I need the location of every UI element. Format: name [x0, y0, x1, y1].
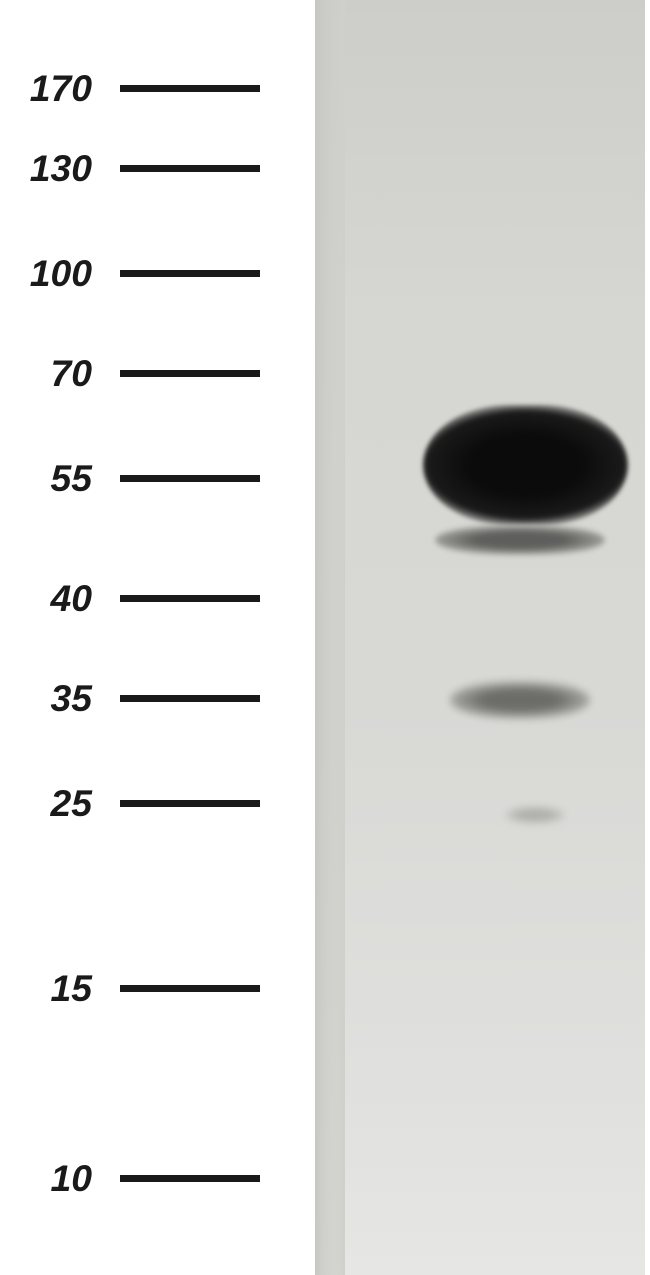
marker-row-170: 170	[0, 67, 280, 110]
marker-row-55: 55	[0, 457, 280, 500]
marker-tick-40	[120, 595, 260, 602]
marker-row-10: 10	[0, 1157, 280, 1200]
marker-tick-55	[120, 475, 260, 482]
blot-lane	[315, 0, 645, 1275]
marker-row-100: 100	[0, 252, 280, 295]
marker-label-130: 130	[0, 147, 120, 190]
marker-tick-15	[120, 985, 260, 992]
marker-label-35: 35	[0, 677, 120, 720]
marker-row-130: 130	[0, 147, 280, 190]
marker-tick-10	[120, 1175, 260, 1182]
marker-tick-25	[120, 800, 260, 807]
sub-band-1	[435, 525, 605, 555]
faint-band-25	[505, 806, 565, 824]
band-35	[450, 681, 590, 719]
western-blot-figure: 170 130 100 70 55 40 35 25 15 10	[0, 0, 650, 1275]
marker-label-15: 15	[0, 967, 120, 1010]
marker-row-15: 15	[0, 967, 280, 1010]
marker-label-55: 55	[0, 457, 120, 500]
marker-tick-170	[120, 85, 260, 92]
marker-row-35: 35	[0, 677, 280, 720]
marker-row-40: 40	[0, 577, 280, 620]
marker-tick-35	[120, 695, 260, 702]
marker-row-70: 70	[0, 352, 280, 395]
marker-label-25: 25	[0, 782, 120, 825]
marker-label-70: 70	[0, 352, 120, 395]
marker-label-40: 40	[0, 577, 120, 620]
marker-tick-70	[120, 370, 260, 377]
lane-right-vignette	[315, 0, 345, 1275]
marker-row-25: 25	[0, 782, 280, 825]
marker-tick-100	[120, 270, 260, 277]
main-band	[423, 405, 628, 525]
marker-label-170: 170	[0, 67, 120, 110]
marker-tick-130	[120, 165, 260, 172]
molecular-weight-ladder: 170 130 100 70 55 40 35 25 15 10	[0, 0, 300, 1275]
marker-label-10: 10	[0, 1157, 120, 1200]
marker-label-100: 100	[0, 252, 120, 295]
